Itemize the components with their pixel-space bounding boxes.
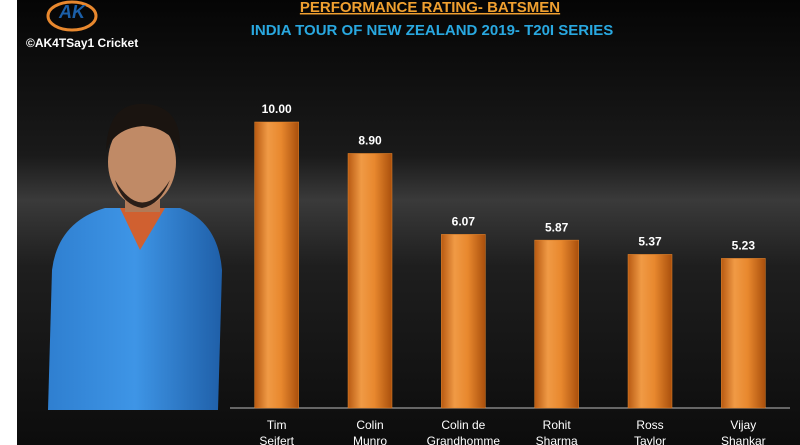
bar — [721, 258, 766, 409]
bar — [534, 239, 579, 409]
bar — [347, 153, 393, 409]
logo: AK — [58, 2, 87, 22]
player-figure — [48, 103, 222, 410]
bar — [254, 121, 299, 409]
x-tick-label: Ross Taylor — [634, 418, 666, 445]
bar — [441, 234, 486, 409]
logo-ring — [46, 0, 98, 32]
value-label: 5.37 — [638, 235, 662, 249]
x-tick-label: Tim Seifert — [259, 418, 294, 445]
chart-title: PERFORMANCE RATING- BATSMEN — [300, 0, 560, 16]
x-tick-label: Colin de Grandhomme — [427, 418, 501, 445]
bar — [627, 254, 673, 409]
credit: ©AK4TSay1 Cricket — [26, 36, 138, 50]
chart-subtitle: INDIA TOUR OF NEW ZEALAND 2019- T20I SER… — [251, 22, 614, 39]
x-tick-label: Rohit Sharma — [536, 418, 578, 445]
x-tick-label: Vijay Shankar — [721, 418, 766, 445]
value-label: 6.07 — [452, 215, 476, 229]
value-label: 5.87 — [545, 220, 569, 234]
x-tick-label: Colin Munro — [353, 418, 387, 445]
value-label: 5.23 — [732, 239, 756, 253]
value-label: 8.90 — [358, 134, 382, 148]
value-label: 10.00 — [262, 102, 292, 116]
